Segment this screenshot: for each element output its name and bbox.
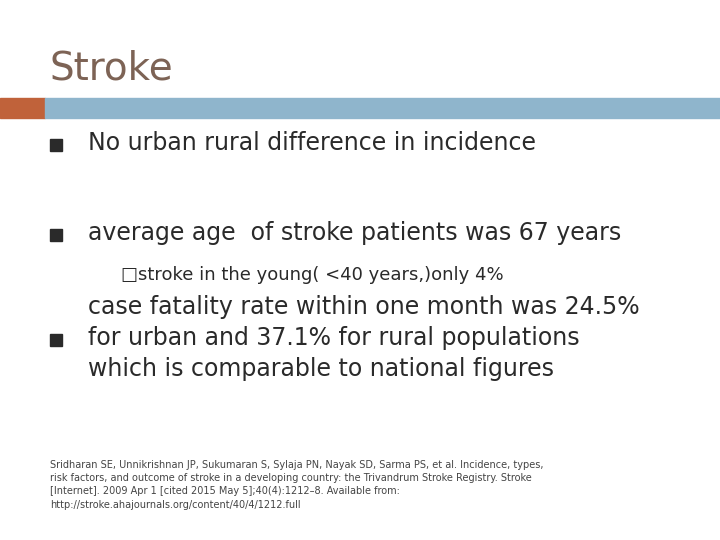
Bar [0,98,45,118]
Text: Sridharan SE, Unnikrishnan JP, Sukumaran S, Sylaja PN, Nayak SD, Sarma PS, et al: Sridharan SE, Unnikrishnan JP, Sukumaran… [50,460,544,510]
Text: case fatality rate within one month was 24.5%
for urban and 37.1% for rural popu: case fatality rate within one month was … [88,295,639,381]
Bar [45,98,720,118]
Bar [50,139,62,151]
Text: Stroke: Stroke [50,50,174,88]
Text: average age  of stroke patients was 67 years: average age of stroke patients was 67 ye… [88,221,621,245]
Bar [50,229,62,241]
Text: □stroke in the young( <40 years,)only 4%: □stroke in the young( <40 years,)only 4% [121,266,503,284]
Text: No urban rural difference in incidence: No urban rural difference in incidence [88,131,536,155]
Bar [50,334,62,346]
Bar [108,271,117,280]
